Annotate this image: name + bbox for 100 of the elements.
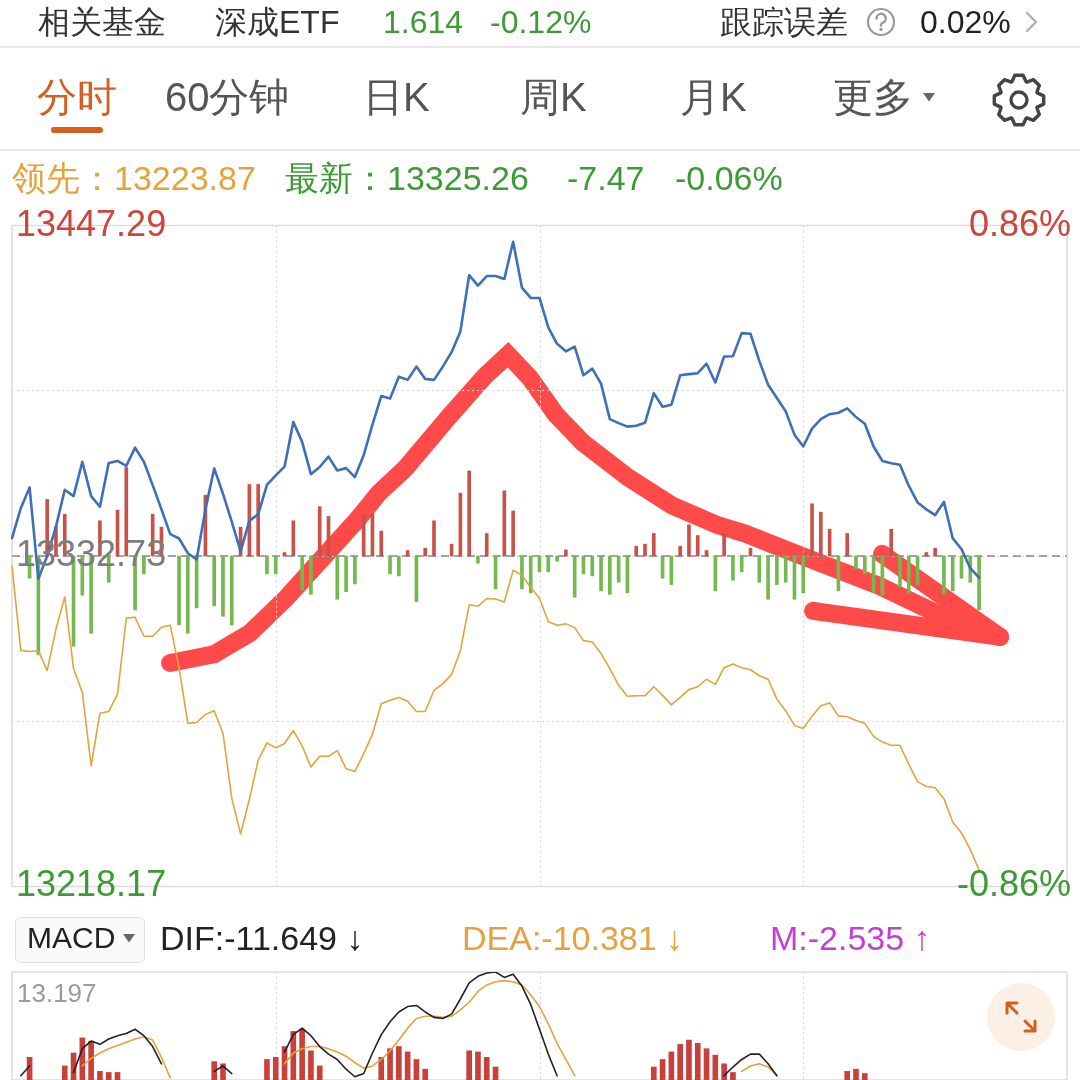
- y2-tick-label: 0.86%: [968, 202, 1071, 244]
- bar: [396, 1046, 402, 1080]
- bar: [555, 555, 559, 562]
- text: M:-2.535 ↑: [770, 918, 931, 959]
- bar: [906, 555, 911, 594]
- text: 领先：13223.87: [12, 158, 256, 199]
- bar: [643, 543, 647, 557]
- bar: [801, 555, 806, 594]
- bar: [861, 1073, 868, 1080]
- bar: [546, 555, 551, 573]
- text: -7.47: [567, 158, 645, 199]
- bar: [432, 520, 436, 557]
- bar: [88, 1040, 94, 1080]
- bar: [467, 470, 471, 557]
- bar: [221, 555, 225, 617]
- bar: [775, 555, 779, 585]
- bar: [186, 555, 190, 634]
- bar: [264, 1059, 270, 1080]
- bar: [484, 533, 489, 557]
- bar: [687, 524, 691, 557]
- bar: [695, 535, 700, 557]
- y-tick-label: 13218.17: [16, 863, 167, 905]
- bar: [564, 549, 568, 557]
- bar: [650, 1066, 657, 1080]
- bar: [423, 547, 428, 557]
- bar: [862, 555, 867, 575]
- bar: [722, 533, 726, 557]
- bar: [105, 1072, 112, 1080]
- bar: [511, 510, 515, 557]
- bar: [599, 555, 603, 592]
- bar: [898, 555, 902, 587]
- text: 日K: [363, 74, 430, 121]
- y2-tick-label: -0.86%: [956, 863, 1071, 905]
- bar: [810, 503, 814, 557]
- text: 深成ETF: [215, 3, 340, 42]
- bar: [397, 555, 401, 577]
- bar: [379, 530, 384, 557]
- bar: [854, 555, 858, 570]
- bar: [97, 1071, 103, 1080]
- bar: [590, 555, 595, 577]
- text: DEA:-10.381 ↓: [462, 918, 684, 959]
- bar: [845, 533, 850, 557]
- bar: [721, 1063, 727, 1080]
- bar: [256, 484, 260, 557]
- bar: [317, 506, 322, 557]
- bar: [950, 555, 955, 592]
- bar: [422, 1068, 429, 1080]
- bar: [476, 555, 480, 564]
- y-tick-label: 13447.29: [16, 202, 167, 244]
- bar: [819, 511, 823, 557]
- text: 跟踪误差: [720, 3, 848, 42]
- text: -0.06%: [675, 158, 783, 199]
- annotation: 13.197: [17, 978, 97, 1010]
- bar: [844, 1071, 851, 1080]
- text: 60分钟: [165, 74, 290, 121]
- text: 分时: [37, 74, 117, 121]
- bar: [353, 555, 357, 585]
- bar: [229, 555, 234, 626]
- bar: [739, 555, 744, 573]
- bar: [520, 555, 524, 590]
- bar: [299, 1028, 305, 1080]
- text: DIF:-11.649 ↓: [160, 918, 364, 959]
- bar: [212, 555, 217, 607]
- bar: [378, 1056, 385, 1080]
- bar: [316, 1065, 323, 1080]
- bar: [977, 555, 981, 611]
- bar: [694, 1042, 701, 1080]
- bar: [853, 1068, 859, 1080]
- text: 周K: [520, 74, 587, 121]
- bar: [651, 533, 656, 557]
- bar: [344, 555, 348, 593]
- bar: [308, 1050, 314, 1080]
- bar: [757, 555, 762, 583]
- bar: [731, 555, 735, 581]
- bar: [634, 545, 639, 557]
- bar: [677, 1044, 683, 1080]
- bar: [889, 528, 893, 557]
- text: MACD: [27, 920, 116, 956]
- bar: [766, 555, 770, 600]
- text: -0.12%: [490, 3, 592, 42]
- text: 最新：13325.26: [285, 158, 529, 199]
- bar: [388, 555, 392, 575]
- bar: [678, 545, 682, 557]
- bar: [942, 555, 946, 595]
- bar: [466, 1050, 472, 1080]
- bar: [933, 547, 937, 557]
- bar: [211, 1061, 218, 1080]
- bar: [265, 555, 269, 575]
- bar: [61, 1065, 68, 1080]
- text: 相关基金: [38, 3, 166, 42]
- bar: [483, 1056, 490, 1080]
- bar: [387, 1048, 393, 1080]
- bar: [528, 555, 533, 594]
- bar: [309, 555, 313, 595]
- bar: [730, 1072, 736, 1080]
- bar: [177, 555, 181, 626]
- text: 月K: [680, 74, 747, 121]
- bar: [475, 1051, 481, 1080]
- bar: [300, 555, 304, 591]
- bar: [608, 555, 612, 595]
